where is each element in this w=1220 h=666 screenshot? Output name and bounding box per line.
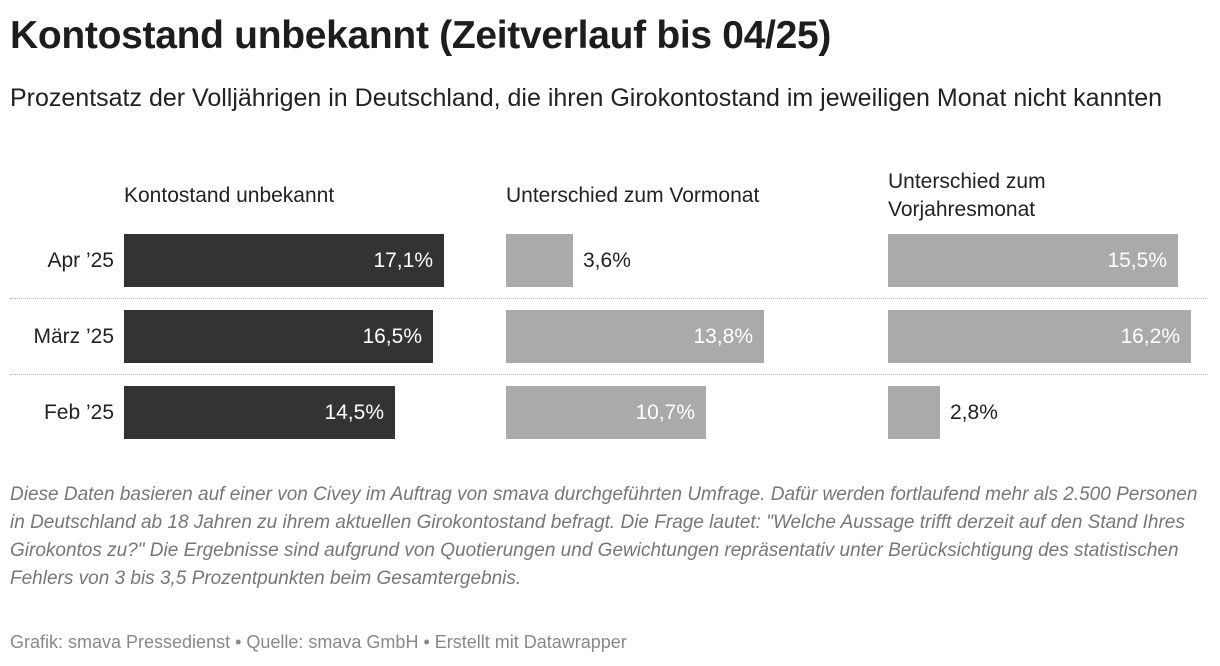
column-header: Unterschied zum Vorjahresmonat — [888, 170, 1046, 221]
bar — [888, 310, 1191, 363]
data-label: 2,8% — [950, 401, 998, 424]
data-label: 17,1% — [373, 249, 433, 272]
bar — [506, 386, 706, 439]
column-header: Kontostand unbekannt — [124, 184, 335, 207]
data-label: 14,5% — [324, 401, 384, 424]
bar — [506, 234, 573, 287]
data-label: 16,2% — [1120, 325, 1180, 348]
data-label: 10,7% — [635, 401, 695, 424]
row-separator — [10, 298, 1208, 299]
bar — [888, 234, 1178, 287]
data-label: 15,5% — [1107, 249, 1167, 272]
bar — [506, 310, 764, 363]
row-label: Feb ’25 — [43, 401, 114, 424]
chart-title: Kontostand unbekannt (Zeitverlauf bis 04… — [10, 14, 832, 57]
bar — [124, 310, 433, 363]
bar — [124, 386, 395, 439]
data-label: 13,8% — [693, 325, 753, 348]
column-header: Unterschied zum Vormonat — [506, 184, 760, 207]
chart-footer: Grafik: smava Pressedienst • Quelle: sma… — [10, 632, 627, 652]
data-label: 3,6% — [583, 249, 631, 272]
row-label: Apr ’25 — [47, 249, 114, 272]
row-label: März ’25 — [33, 325, 114, 348]
chart-notes: Diese Daten basieren auf einer von Civey… — [10, 484, 1198, 589]
data-label: 16,5% — [362, 325, 422, 348]
bar — [124, 234, 444, 287]
bar — [888, 386, 940, 439]
row-separator — [10, 374, 1208, 375]
chart-subtitle: Prozentsatz der Volljährigen in Deutschl… — [10, 84, 1163, 112]
